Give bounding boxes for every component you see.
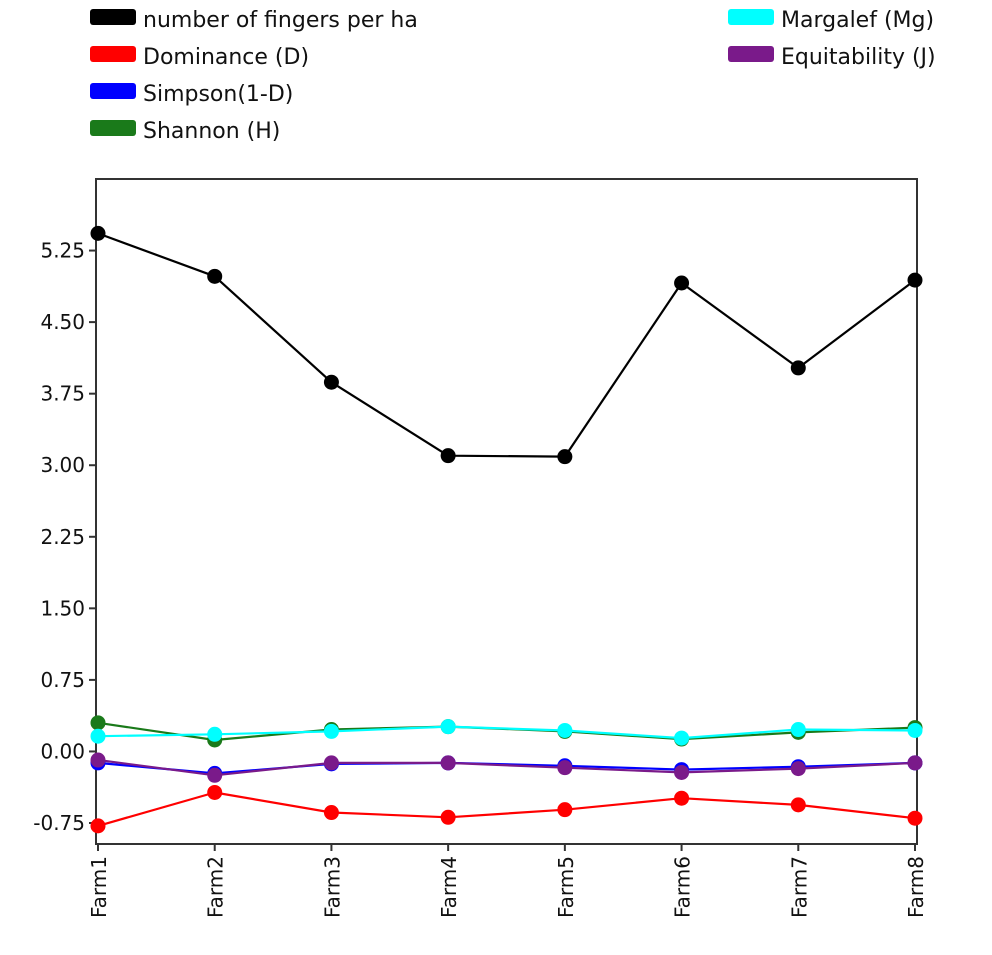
legend-label: Dominance (D) <box>143 45 309 70</box>
legend-item-dominance-d: Dominance (D) <box>90 45 309 70</box>
y-tick-label: 0.75 <box>40 668 85 692</box>
data-point <box>440 448 456 464</box>
series-dominance-d <box>90 784 923 834</box>
series-line <box>97 725 916 740</box>
x-tick-label: Farm7 <box>787 856 811 918</box>
data-point <box>323 723 339 739</box>
data-point <box>440 719 456 735</box>
data-point <box>907 272 923 288</box>
legend-label: Margalef (Mg) <box>781 8 934 33</box>
data-point <box>557 449 573 465</box>
x-tick-label: Farm4 <box>437 856 461 918</box>
data-point <box>790 761 806 777</box>
series-line <box>97 232 916 458</box>
legend-item-shannon-h: Shannon (H) <box>90 119 280 144</box>
data-point <box>207 726 223 742</box>
legend-item-simpson-1-d: Simpson(1-D) <box>90 82 293 107</box>
y-tick-label: 3.00 <box>40 453 85 477</box>
data-point <box>207 784 223 800</box>
series-layer <box>90 225 923 834</box>
data-point <box>557 722 573 738</box>
legend-label: Shannon (H) <box>143 119 280 144</box>
data-point <box>790 360 806 376</box>
data-point <box>90 225 106 241</box>
y-tick-label: -0.75 <box>33 811 85 835</box>
y-tick-label: 4.50 <box>40 310 85 334</box>
series-number-of-fingers-per-ha <box>90 225 923 465</box>
data-point <box>323 374 339 390</box>
data-point <box>90 818 106 834</box>
legend-swatch <box>728 9 774 25</box>
data-point <box>90 728 106 744</box>
y-axis: 5.25 4.50 3.75 3.00 2.25 1.50 0.75 0.00 -0.75 <box>33 239 96 835</box>
legend-label: Equitability (J) <box>781 45 936 70</box>
series-line <box>97 791 916 827</box>
x-tick-label: Farm1 <box>87 856 111 918</box>
legend-swatch <box>90 9 136 25</box>
data-point <box>207 268 223 284</box>
legend-item-margalef-mg: Margalef (Mg) <box>728 8 934 33</box>
data-point <box>440 755 456 771</box>
data-point <box>674 764 690 780</box>
series-margalef-mg <box>90 719 923 746</box>
legend-item-number-of-fingers-per-ha: number of fingers per ha <box>90 8 418 33</box>
legend-swatch <box>90 46 136 62</box>
series-line <box>97 758 916 777</box>
x-tick-label: Farm8 <box>904 856 928 918</box>
data-point <box>90 752 106 768</box>
data-point <box>207 767 223 783</box>
data-point <box>907 755 923 771</box>
data-point <box>90 715 106 731</box>
data-point <box>323 755 339 771</box>
legend-label: number of fingers per ha <box>143 8 418 33</box>
x-tick-label: Farm5 <box>554 856 578 918</box>
y-tick-label: 0.00 <box>40 739 85 763</box>
legend-swatch <box>90 83 136 99</box>
data-point <box>557 760 573 776</box>
x-tick-label: Farm3 <box>320 856 344 918</box>
data-point <box>674 790 690 806</box>
legend-item-equitability-j: Equitability (J) <box>728 45 936 70</box>
legend-swatch <box>90 120 136 136</box>
data-point <box>907 810 923 826</box>
y-tick-label: 3.75 <box>40 382 85 406</box>
data-point <box>440 809 456 825</box>
x-tick-label: Farm2 <box>204 856 228 918</box>
data-point <box>790 722 806 738</box>
legend-swatch <box>728 46 774 62</box>
y-tick-label: 1.50 <box>40 596 85 620</box>
y-tick-label: 2.25 <box>40 525 85 549</box>
x-axis: Farm1 Farm2 Farm3 Farm4 Farm5 Farm6 Farm7 Farm8 <box>87 844 928 918</box>
data-point <box>674 275 690 291</box>
y-tick-label: 5.25 <box>40 239 85 263</box>
x-tick-label: Farm6 <box>671 856 695 918</box>
legend: number of fingers per ha Dominance (D) Sim… <box>90 8 936 144</box>
data-point <box>907 722 923 738</box>
data-point <box>323 805 339 821</box>
legend-label: Simpson(1-D) <box>143 82 293 107</box>
data-point <box>557 802 573 818</box>
data-point <box>790 797 806 813</box>
series-equitability-j <box>90 752 923 783</box>
data-point <box>674 730 690 746</box>
